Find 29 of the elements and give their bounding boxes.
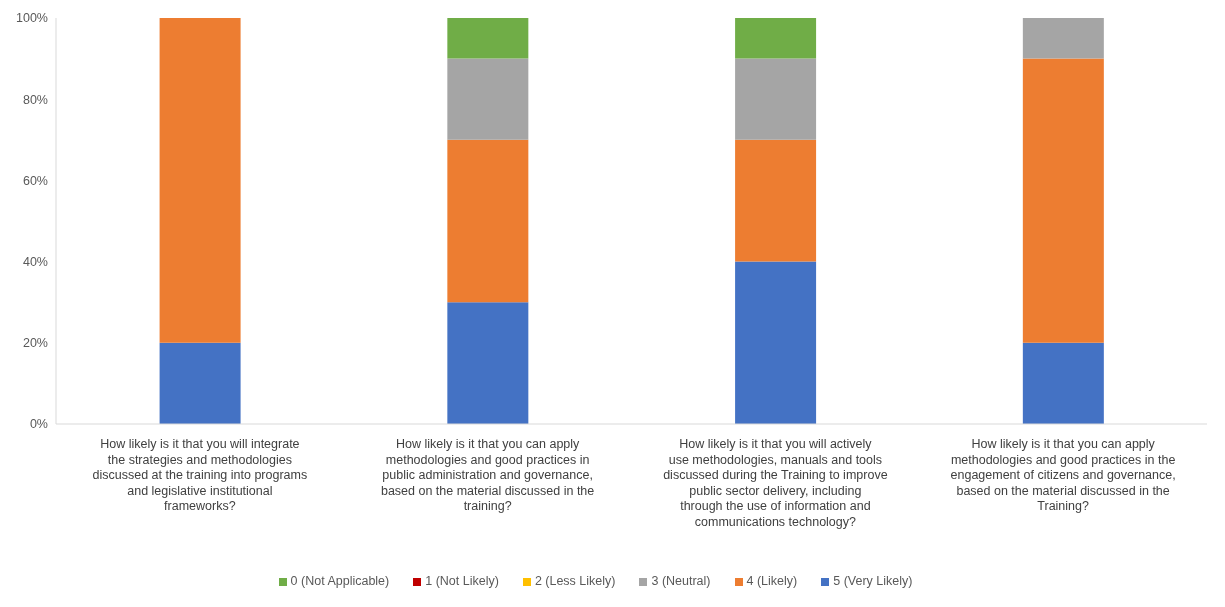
bar [735, 139, 817, 262]
y-tick-label: 20% [22, 336, 48, 351]
bar [735, 58, 817, 140]
legend-label: 4 (Likely) [746, 574, 798, 588]
bar [159, 18, 241, 343]
x-tick-label: How likely is it that you can apply methodologies and good practices in public administration and governance, based on the material discussed in the training? [380, 437, 595, 513]
y-tick-label: 60% [22, 173, 48, 188]
x-tick-label: How likely is it that you will actively use methodologies, manuals and tools discussed during the Training to improve public sector delivery, including through the use of information and communications technology? [663, 437, 888, 529]
bar [1022, 18, 1104, 59]
y-tick-label: 40% [22, 255, 48, 270]
bar [159, 342, 241, 424]
bar [447, 139, 529, 303]
bar [735, 261, 817, 424]
bar [447, 18, 529, 59]
bar [1022, 342, 1104, 424]
legend-label: 1 (Not Likely) [425, 574, 499, 588]
bar [1022, 58, 1104, 343]
x-tick-label: How likely is it that you can apply methodologies and good practices in the engagement of citizens and governance, based on the material discussed in the Training? [950, 437, 1176, 513]
legend-label: 0 (Not Applicable) [290, 574, 390, 588]
legend-label: 5 (Very Likely) [833, 574, 913, 588]
bar [447, 58, 529, 140]
y-tick-label: 80% [22, 92, 48, 107]
x-tick-label: How likely is it that you will integrate the strategies and methodologies discussed at the training into programs and legislative institutional frameworks? [92, 437, 308, 513]
y-tick-label: 100% [16, 11, 48, 26]
legend-label: 2 (Less Likely) [534, 574, 616, 588]
bar [735, 18, 817, 59]
y-tick-label: 0% [29, 417, 48, 432]
bar [447, 302, 529, 424]
legend-label: 3 (Neutral) [651, 574, 711, 588]
